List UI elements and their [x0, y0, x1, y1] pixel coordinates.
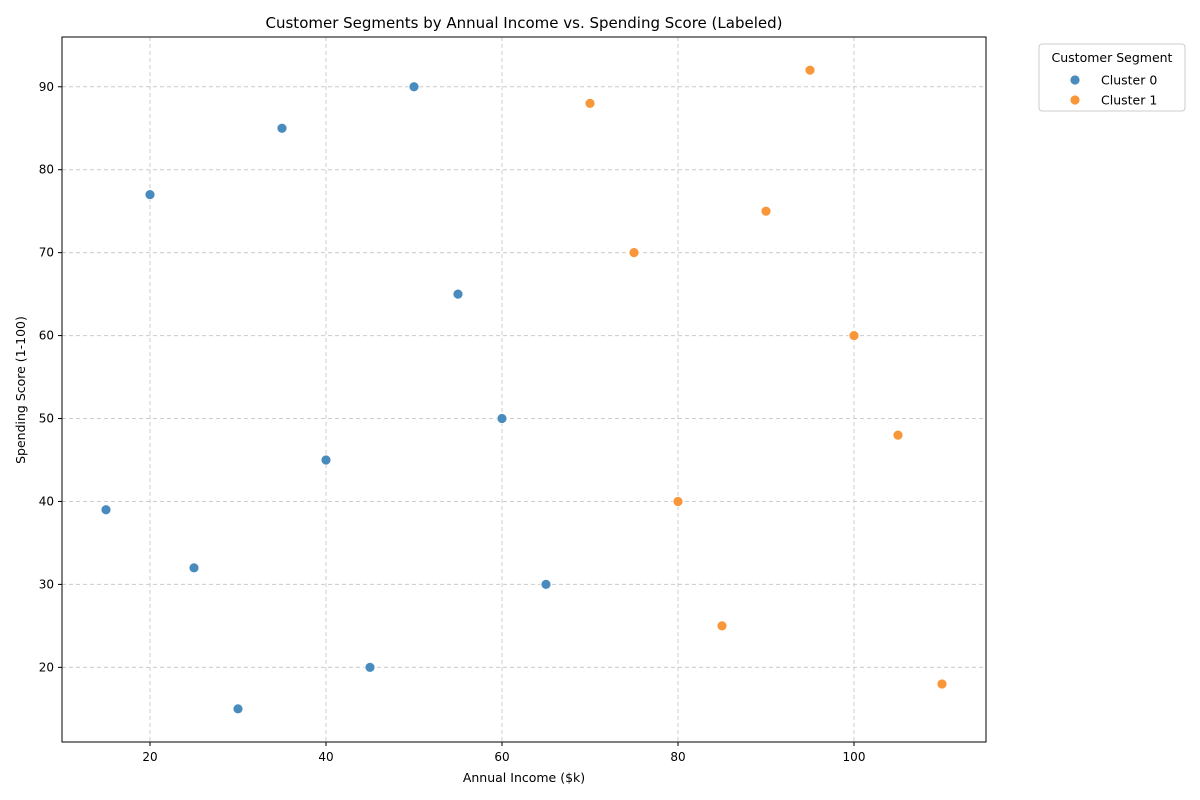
scatter-point-cluster-0: [232, 703, 244, 715]
x-tick-label: 100: [843, 750, 866, 764]
scatter-point-cluster-1: [936, 678, 948, 690]
scatter-point-cluster-0: [100, 504, 112, 516]
legend-marker-cluster-1: [1069, 94, 1081, 106]
scatter-point-cluster-1: [672, 496, 684, 507]
plot-frame: [61, 36, 987, 743]
y-tick-label: 70: [39, 246, 54, 260]
scatter-point-cluster-0: [496, 413, 508, 424]
scatter-point-cluster-1: [760, 205, 772, 217]
x-tick-label: 80: [670, 750, 685, 764]
scatter-point-cluster-0: [144, 189, 156, 200]
scatter-point-cluster-1: [848, 330, 860, 341]
y-tick-label: 60: [39, 329, 54, 343]
y-tick-label: 80: [39, 163, 54, 177]
x-axis-label: Annual Income ($k): [463, 770, 585, 785]
legend-title: Customer Segment: [1052, 50, 1173, 65]
x-tick-label: 60: [494, 750, 509, 764]
scatter-point-cluster-1: [892, 429, 904, 441]
scatter-point-cluster-1: [804, 64, 816, 76]
scatter-point-cluster-1: [628, 247, 640, 259]
y-tick-label: 90: [39, 80, 54, 94]
legend-label-cluster-0: Cluster 0: [1101, 73, 1157, 88]
data-points: [100, 64, 948, 715]
y-tick-label: 40: [39, 494, 54, 508]
scatter-point-cluster-1: [584, 97, 596, 109]
scatter-point-cluster-0: [364, 661, 376, 673]
legend-box: [1038, 43, 1186, 112]
chart-title: Customer Segments by Annual Income vs. S…: [266, 14, 783, 32]
axis-ticks: 20 40 60 80 100 20 30 40 50 60 70 80 90: [39, 80, 866, 764]
scatter-point-cluster-0: [188, 562, 200, 574]
x-tick-label: 20: [142, 750, 157, 764]
legend-label-cluster-1: Cluster 1: [1101, 93, 1157, 108]
legend-marker-cluster-0: [1069, 74, 1081, 86]
y-tick-label: 20: [39, 660, 54, 674]
scatter-point-cluster-0: [408, 81, 420, 93]
scatter-point-cluster-0: [540, 579, 552, 590]
grid: [62, 37, 986, 742]
scatter-point-cluster-1: [716, 620, 728, 632]
y-tick-label: 30: [39, 577, 54, 591]
x-tick-label: 40: [318, 750, 333, 764]
scatter-point-cluster-0: [320, 454, 332, 466]
legend: Customer Segment Cluster 0 Cluster 1: [1038, 43, 1186, 112]
y-axis-label: Spending Score (1-100): [13, 316, 28, 464]
y-tick-label: 50: [39, 412, 54, 426]
scatter-point-cluster-0: [276, 122, 288, 134]
scatter-point-cluster-0: [452, 288, 464, 300]
